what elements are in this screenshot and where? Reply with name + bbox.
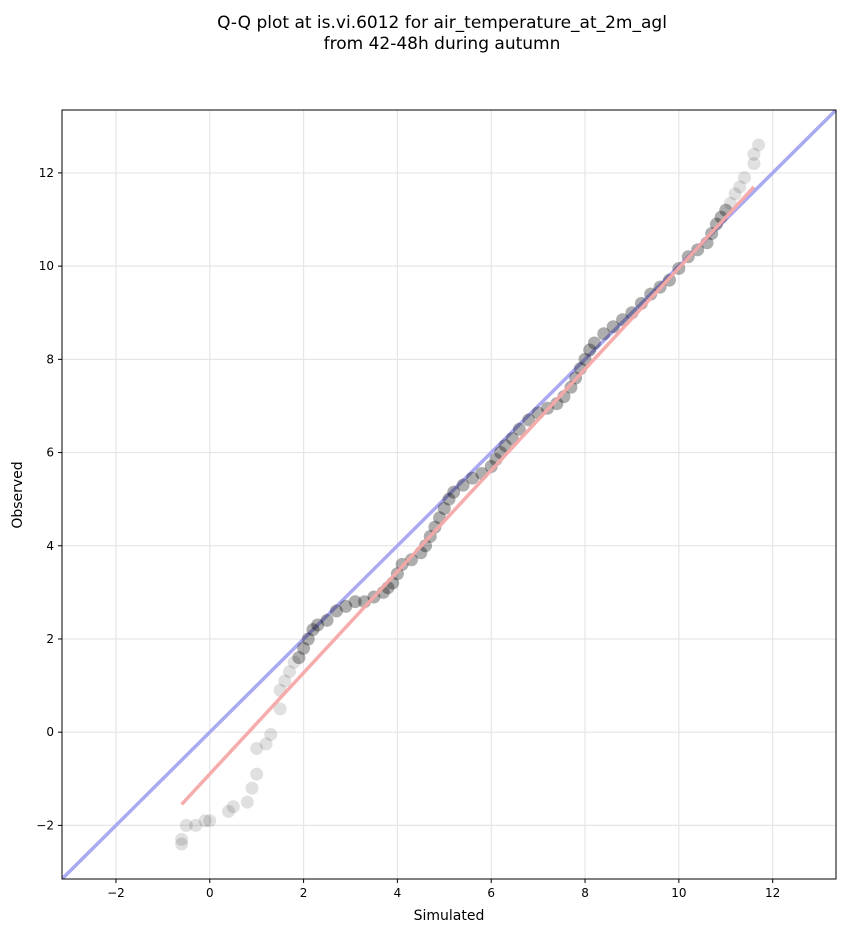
y-tick-label: 10 xyxy=(39,259,54,273)
x-tick-label: 4 xyxy=(394,886,402,900)
x-tick-label: −2 xyxy=(107,886,125,900)
y-axis-ticks: −2 0 2 4 6 8 10 12 xyxy=(36,166,62,832)
qq-point xyxy=(250,742,264,756)
qq-point xyxy=(301,632,315,646)
qq-point xyxy=(259,737,273,751)
fit-line xyxy=(180,185,756,806)
qq-point xyxy=(222,804,236,818)
x-tick-label: 6 xyxy=(487,886,495,900)
chart-title-line-1: Q-Q plot at is.vi.6012 for air_temperatu… xyxy=(217,13,667,33)
qq-point xyxy=(512,422,526,436)
qq-point xyxy=(348,595,362,609)
qq-point xyxy=(287,655,301,669)
qq-point xyxy=(428,520,442,534)
y-tick-label: 2 xyxy=(46,632,54,646)
qq-point xyxy=(245,781,259,795)
qq-point xyxy=(250,767,264,781)
qq-point xyxy=(306,623,320,637)
qq-point xyxy=(203,814,217,828)
qq-point xyxy=(311,618,325,632)
y-tick-label: 8 xyxy=(46,352,54,366)
qq-point xyxy=(179,818,193,832)
x-tick-label: 10 xyxy=(671,886,686,900)
qq-point xyxy=(587,336,601,350)
y-tick-label: 6 xyxy=(46,446,54,460)
chart-title-line-2: from 42-48h during autumn xyxy=(324,34,561,54)
qq-point xyxy=(198,814,212,828)
qq-point xyxy=(339,599,353,613)
qq-point xyxy=(175,837,189,851)
qq-point xyxy=(644,287,658,301)
qq-point xyxy=(273,702,287,716)
y-tick-label: 0 xyxy=(46,725,54,739)
qq-point xyxy=(404,553,418,567)
qq-point xyxy=(226,800,240,814)
qq-point xyxy=(747,157,761,171)
qq-point xyxy=(550,397,564,411)
qq-point xyxy=(564,380,578,394)
qq-point xyxy=(240,795,254,809)
qq-point xyxy=(738,171,752,185)
qq-point xyxy=(733,180,747,194)
plot-frame xyxy=(61,109,837,880)
qq-point xyxy=(175,832,189,846)
qq-point xyxy=(484,460,498,474)
qq-point xyxy=(747,147,761,161)
qq-point xyxy=(283,665,297,679)
y-axis-label: Observed xyxy=(10,461,26,528)
x-axis-ticks: −2 0 2 4 6 8 10 12 xyxy=(107,879,780,900)
qq-point xyxy=(264,728,278,742)
qq-point xyxy=(465,471,479,485)
qq-point xyxy=(292,651,306,665)
plot-area xyxy=(62,110,836,879)
qq-point xyxy=(297,641,311,655)
qq-point xyxy=(498,439,512,453)
qq-point xyxy=(522,413,536,427)
qq-point xyxy=(278,674,292,688)
x-tick-label: 2 xyxy=(300,886,308,900)
qq-point xyxy=(447,485,461,499)
qq-point xyxy=(189,818,203,832)
x-tick-label: 12 xyxy=(765,886,780,900)
qq-point xyxy=(728,187,742,201)
qq-point xyxy=(442,492,456,506)
qq-point xyxy=(752,138,766,152)
qq-point xyxy=(606,320,620,334)
qq-point xyxy=(709,217,723,231)
qq-point xyxy=(456,478,470,492)
y-tick-label: −2 xyxy=(36,818,54,832)
qq-point xyxy=(583,343,597,357)
x-tick-label: 0 xyxy=(206,886,214,900)
x-axis-label: Simulated xyxy=(414,908,485,924)
grid-lines xyxy=(62,110,836,879)
qq-point xyxy=(578,352,592,366)
y-tick-label: 4 xyxy=(46,539,54,553)
y-tick-label: 12 xyxy=(39,166,54,180)
x-tick-label: 8 xyxy=(581,886,589,900)
qq-point xyxy=(437,501,451,515)
qq-point xyxy=(329,604,343,618)
qq-point xyxy=(320,613,334,627)
qq-point xyxy=(597,327,611,341)
